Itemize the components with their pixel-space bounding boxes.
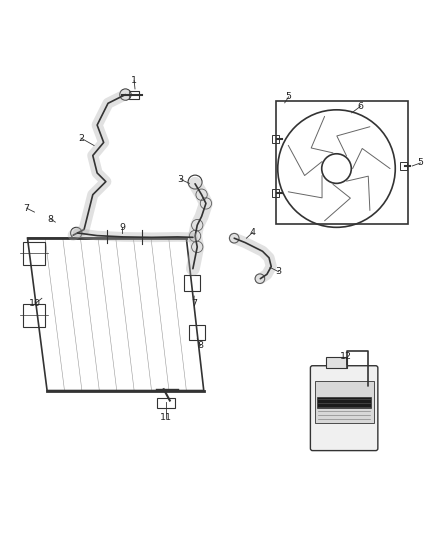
Text: 7: 7 — [24, 204, 30, 213]
Bar — [400, 162, 407, 170]
Bar — [272, 189, 279, 197]
Bar — [276, 101, 408, 224]
Text: 11: 11 — [160, 414, 172, 423]
Bar — [129, 91, 139, 99]
Text: 5: 5 — [417, 158, 424, 167]
Text: 5: 5 — [286, 92, 292, 101]
Bar — [272, 135, 279, 143]
Text: 8: 8 — [48, 215, 53, 223]
Bar — [189, 325, 205, 341]
FancyBboxPatch shape — [311, 366, 378, 450]
Bar — [315, 381, 374, 423]
Text: 7: 7 — [191, 299, 197, 308]
Text: 6: 6 — [357, 102, 364, 111]
Bar — [184, 275, 200, 291]
Text: 3: 3 — [178, 175, 184, 184]
Text: 9: 9 — [120, 223, 125, 232]
Bar — [23, 242, 46, 265]
Text: 8: 8 — [197, 341, 203, 350]
Text: 10: 10 — [29, 299, 41, 308]
Text: 1: 1 — [131, 76, 137, 85]
Text: 2: 2 — [78, 134, 84, 143]
Text: 12: 12 — [340, 352, 352, 361]
Bar — [317, 397, 371, 408]
Text: 3: 3 — [276, 267, 282, 276]
Bar — [23, 304, 46, 327]
Bar — [326, 358, 346, 368]
Bar — [157, 398, 176, 408]
Text: 4: 4 — [250, 228, 255, 237]
